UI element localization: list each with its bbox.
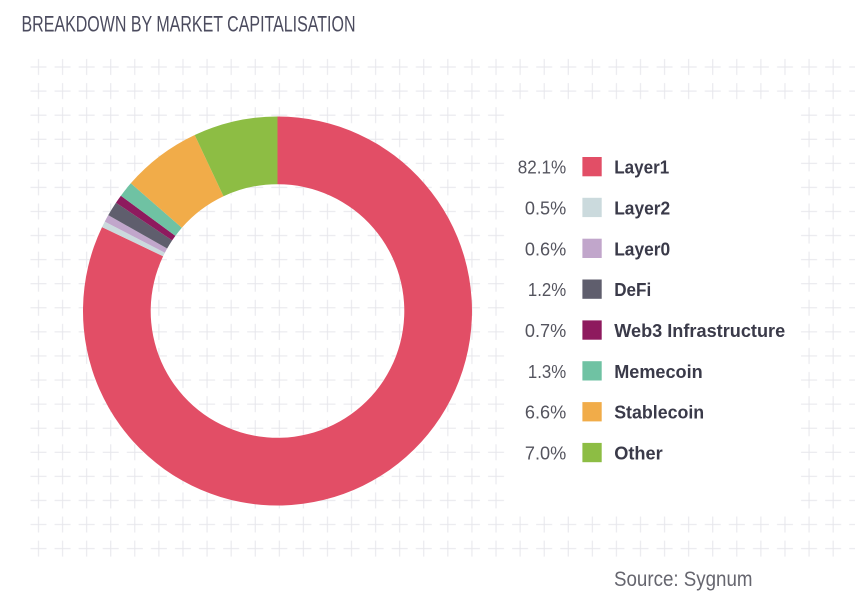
svg-text:Stablecoin: Stablecoin (614, 402, 704, 423)
svg-text:82.1%: 82.1% (518, 157, 567, 178)
svg-text:1.2%: 1.2% (528, 279, 567, 300)
svg-text:0.6%: 0.6% (525, 238, 567, 259)
svg-text:0.5%: 0.5% (525, 197, 567, 218)
svg-text:7.0%: 7.0% (525, 443, 567, 464)
svg-text:0.7%: 0.7% (525, 320, 567, 341)
svg-text:BREAKDOWN BY MARKET CAPITALISA: BREAKDOWN BY MARKET CAPITALISATION (22, 12, 356, 37)
svg-text:1.3%: 1.3% (528, 361, 567, 382)
svg-text:Source: Sygnum: Source: Sygnum (614, 568, 753, 591)
svg-text:Layer0: Layer0 (614, 238, 670, 259)
svg-text:Memecoin: Memecoin (614, 361, 703, 382)
svg-text:DeFi: DeFi (614, 279, 651, 300)
svg-text:Layer2: Layer2 (614, 197, 670, 218)
svg-text:6.6%: 6.6% (525, 402, 567, 423)
svg-text:Web3 Infrastructure: Web3 Infrastructure (614, 320, 785, 341)
svg-text:Layer1: Layer1 (614, 157, 669, 178)
svg-text:Other: Other (614, 443, 663, 464)
